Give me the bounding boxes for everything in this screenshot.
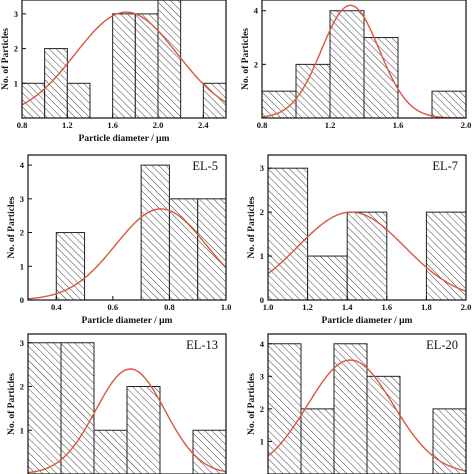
plot-frame	[27, 333, 227, 474]
x-tick-label: 0.8	[164, 302, 175, 312]
y-tick-label: 2	[254, 59, 258, 69]
y-tick-label: 3	[260, 163, 264, 173]
histogram-bar	[267, 167, 309, 301]
histogram-bar	[27, 342, 62, 474]
y-axis-label: No. of Particles	[247, 373, 257, 435]
histogram-bar	[168, 198, 199, 301]
gaussian-fit-curve	[267, 211, 467, 292]
panel-el-20: 1 2 3 4 EL-20 No. of Particles	[247, 333, 467, 474]
x-tick-label: 1.6	[381, 302, 392, 312]
plot-frame	[21, 0, 227, 119]
histogram-bar	[366, 375, 401, 474]
x-axis-label: Particle diameter / μm	[79, 134, 170, 144]
plot-frame	[261, 0, 467, 119]
x-tick-label: 1.4	[342, 302, 353, 312]
x-tick-label: 2.0	[153, 120, 164, 130]
y-axis-label: No. of Particles	[7, 373, 17, 435]
y-tick-label: 2	[20, 228, 24, 238]
panel-el-7: 1.0 1.2 1.4 1.6 1.8 2.0 0 1 2 3 EL-7 No. of Parti…	[247, 154, 472, 326]
x-tick-label: 1.0	[221, 302, 232, 312]
panel-size-distribution-2: 0.8 1.2 1.6 2.0 2 4 No. of Particles	[241, 0, 471, 130]
x-tick-label: 0.8	[17, 120, 28, 130]
y-tick-label: 1	[260, 436, 264, 446]
y-axis-label: No. of Particles	[1, 28, 11, 90]
histogram-bar	[307, 255, 348, 301]
histogram-bar	[363, 37, 399, 119]
y-tick-label: 2	[20, 382, 24, 392]
histogram-bar	[93, 429, 128, 474]
panel-title: EL-20	[426, 338, 458, 352]
histogram-bar	[112, 13, 136, 119]
gaussian-fit-curve	[267, 359, 467, 472]
histogram-bar	[192, 429, 227, 474]
histogram-bar	[55, 232, 86, 301]
y-tick-label: 1	[20, 261, 24, 271]
panel-el-13: 1 2 3 EL-13 No. of Particles	[7, 333, 227, 474]
histogram-bar	[197, 198, 227, 301]
histogram-bar	[329, 10, 365, 119]
y-tick-label: 1	[260, 251, 264, 261]
y-tick-label: 3	[20, 338, 24, 348]
histogram-bar	[157, 0, 182, 119]
y-tick-label: 4	[254, 6, 259, 16]
histogram-bar	[431, 90, 467, 119]
y-axis-label: No. of Particles	[247, 196, 257, 258]
histogram-bar	[425, 211, 467, 301]
y-tick-label: 3	[14, 9, 18, 19]
plot-frame	[27, 154, 227, 301]
y-tick-label: 0	[260, 295, 264, 305]
y-tick-label: 3	[260, 371, 264, 381]
gaussian-fit-curve	[261, 4, 467, 119]
histogram-bar	[267, 343, 302, 474]
panel-size-distribution-1: 0.8 1.2 1.6 2.0 2.4 1 2 3 No. of Particles Part…	[1, 0, 227, 144]
y-tick-label: 0	[20, 295, 24, 305]
plot-frame	[267, 333, 467, 474]
panel-title: EL-5	[192, 159, 218, 173]
histogram-bar	[60, 342, 95, 474]
y-tick-label: 2	[260, 404, 264, 414]
y-axis-label: No. of Particles	[7, 196, 17, 258]
y-tick-label: 3	[20, 194, 24, 204]
x-tick-label: 1.2	[302, 302, 313, 312]
x-axis-label: Particle diameter / μm	[322, 316, 413, 326]
x-tick-label: 1.6	[107, 120, 118, 130]
gaussian-fit-curve	[27, 368, 227, 474]
histogram-bar	[44, 48, 68, 119]
x-tick-label: 2.4	[198, 120, 209, 130]
y-tick-label: 2	[14, 44, 18, 54]
y-tick-label: 1	[14, 78, 18, 88]
x-tick-label: 1.8	[421, 302, 432, 312]
y-tick-label: 2	[260, 207, 264, 217]
x-tick-label: 0.6	[108, 302, 119, 312]
histogram-bar	[21, 82, 46, 119]
gaussian-fit-curve	[21, 11, 227, 106]
histogram-bar	[140, 164, 170, 301]
x-tick-label: 1.6	[393, 120, 404, 130]
x-axis-label: Particle diameter / μm	[82, 316, 173, 326]
histogram-bar	[432, 408, 467, 474]
x-tick-label: 1.2	[325, 120, 336, 130]
y-tick-label: 1	[20, 425, 24, 435]
plot-frame	[267, 154, 467, 301]
histogram-bar	[300, 408, 335, 474]
x-tick-label: 2.0	[461, 302, 472, 312]
histogram-bar	[134, 13, 159, 119]
y-tick-label: 4	[20, 160, 25, 170]
x-tick-label: 0.8	[257, 120, 268, 130]
panel-title: EL-7	[432, 159, 458, 173]
histogram-bar	[126, 386, 161, 474]
x-tick-label: 1.0	[263, 302, 274, 312]
x-tick-label: 1.2	[62, 120, 73, 130]
y-axis-label: No. of Particles	[241, 28, 251, 90]
gaussian-fit-curve	[27, 208, 227, 300]
x-tick-label: 0.4	[51, 302, 62, 312]
histogram-bar	[66, 82, 91, 119]
panel-title: EL-13	[186, 338, 218, 352]
y-tick-label: 4	[260, 339, 265, 349]
x-tick-label: 2.0	[461, 120, 472, 130]
